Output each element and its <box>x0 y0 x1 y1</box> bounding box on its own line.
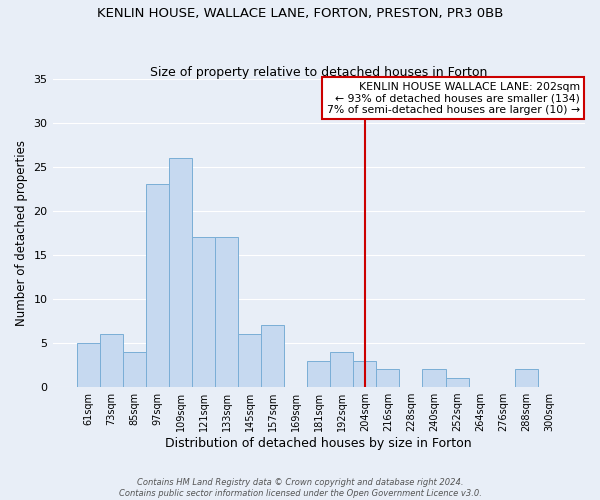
Bar <box>192 237 215 387</box>
Bar <box>77 343 100 387</box>
Text: Contains HM Land Registry data © Crown copyright and database right 2024.
Contai: Contains HM Land Registry data © Crown c… <box>119 478 481 498</box>
Title: Size of property relative to detached houses in Forton: Size of property relative to detached ho… <box>150 66 487 78</box>
Bar <box>376 370 400 387</box>
Y-axis label: Number of detached properties: Number of detached properties <box>15 140 28 326</box>
Bar <box>422 370 446 387</box>
Bar <box>330 352 353 387</box>
Text: KENLIN HOUSE, WALLACE LANE, FORTON, PRESTON, PR3 0BB: KENLIN HOUSE, WALLACE LANE, FORTON, PRES… <box>97 8 503 20</box>
X-axis label: Distribution of detached houses by size in Forton: Distribution of detached houses by size … <box>166 437 472 450</box>
Bar <box>215 237 238 387</box>
Text: KENLIN HOUSE WALLACE LANE: 202sqm
← 93% of detached houses are smaller (134)
7% : KENLIN HOUSE WALLACE LANE: 202sqm ← 93% … <box>326 82 580 115</box>
Bar <box>307 360 330 387</box>
Bar <box>446 378 469 387</box>
Bar <box>169 158 192 387</box>
Bar <box>515 370 538 387</box>
Bar <box>261 326 284 387</box>
Bar <box>146 184 169 387</box>
Bar <box>123 352 146 387</box>
Bar <box>238 334 261 387</box>
Bar <box>100 334 123 387</box>
Bar <box>353 360 376 387</box>
